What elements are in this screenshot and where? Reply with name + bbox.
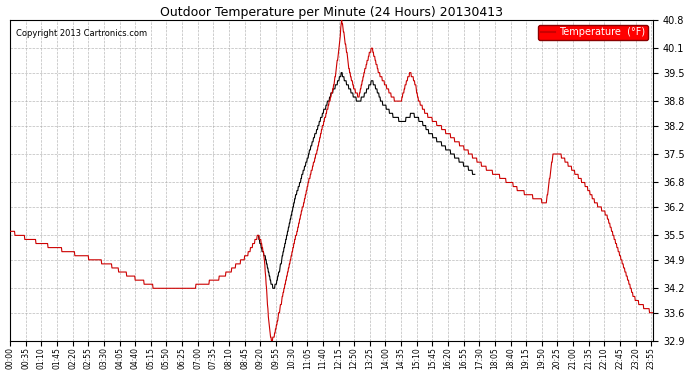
Title: Outdoor Temperature per Minute (24 Hours) 20130413: Outdoor Temperature per Minute (24 Hours… xyxy=(160,6,503,18)
Legend: Temperature  (°F): Temperature (°F) xyxy=(538,25,648,40)
Text: Copyright 2013 Cartronics.com: Copyright 2013 Cartronics.com xyxy=(17,29,148,38)
